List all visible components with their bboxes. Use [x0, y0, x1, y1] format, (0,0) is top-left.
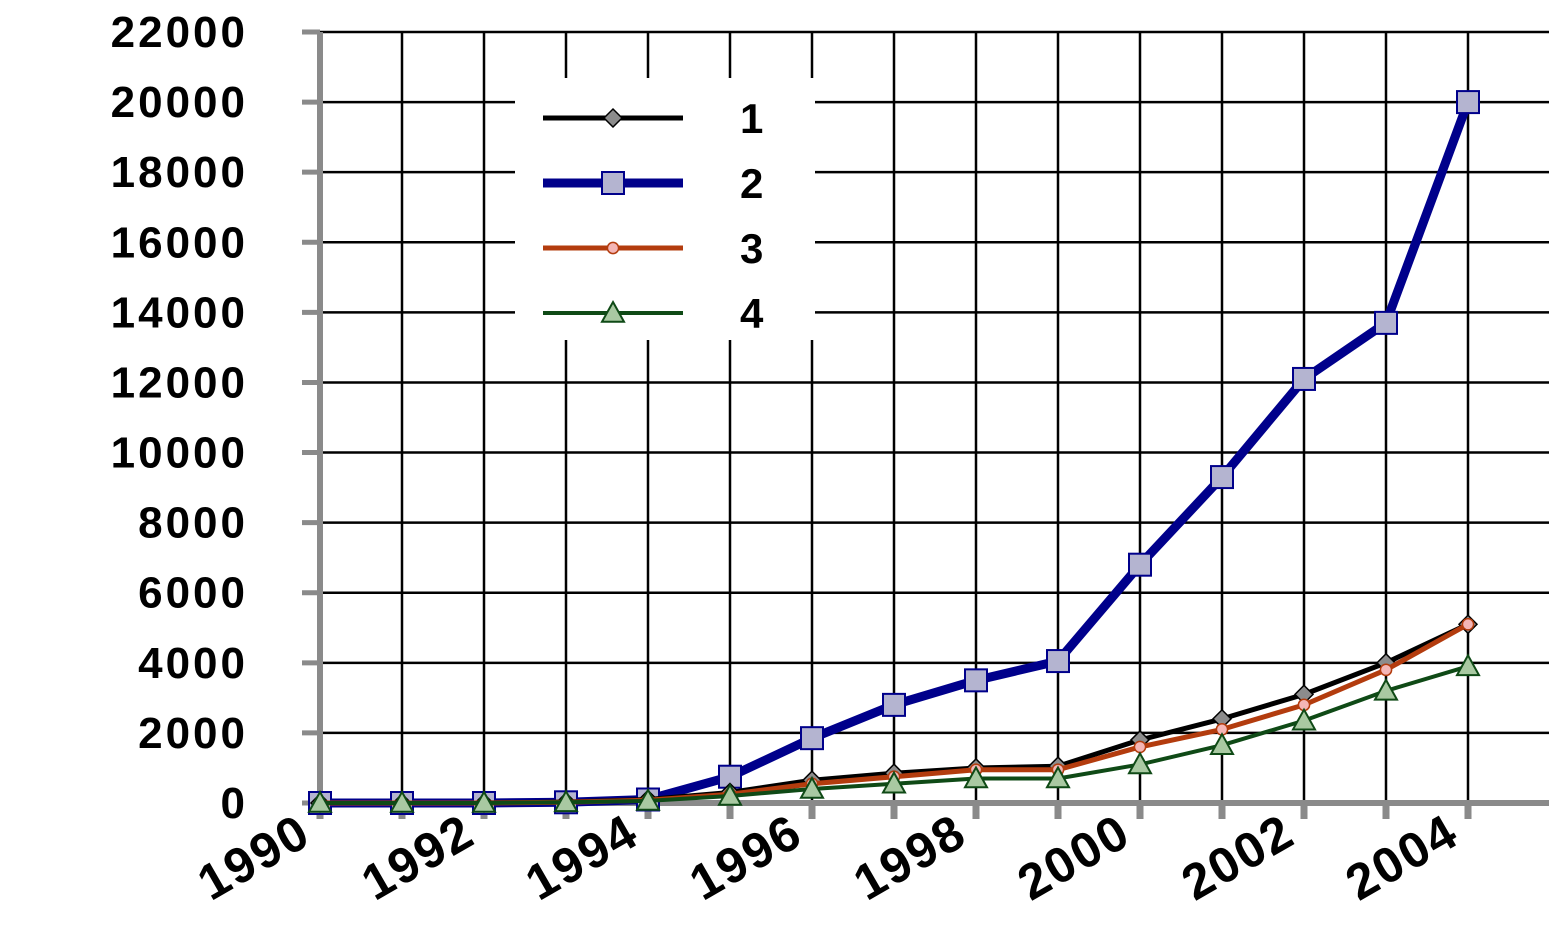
- x-tick-label: 1996: [680, 803, 811, 911]
- y-tick-label: 18000: [111, 148, 248, 197]
- series-2-point: [1374, 310, 1398, 335]
- series-3-point: [1379, 663, 1393, 677]
- legend-box: [515, 78, 815, 340]
- series-4-point: [553, 789, 579, 813]
- x-axis-tick-labels: 1990 1992 1994 1996 1998 2000 2002 2004: [188, 803, 1467, 911]
- series-3-point: [1461, 617, 1475, 631]
- legend-marker-1: [602, 107, 624, 129]
- series-2-point: [964, 668, 988, 693]
- series-4: [307, 653, 1481, 813]
- series-4-point: [799, 775, 825, 799]
- series-2-point: [800, 726, 824, 751]
- legend-label-1: 1: [740, 95, 763, 142]
- series-4-point: [1373, 677, 1399, 701]
- series-4-point: [635, 787, 661, 811]
- series-4-point: [1127, 751, 1153, 775]
- legend-label-3: 3: [740, 225, 763, 272]
- y-tick-label: 2000: [138, 709, 248, 758]
- y-tick-label: 20000: [111, 78, 248, 127]
- legend: 1 2 3 4: [515, 78, 815, 340]
- y-axis-tick-labels: 0 2000 4000 6000 8000 10000 12000 14000 16000 180…: [111, 8, 248, 828]
- legend-marker-3: [606, 241, 620, 255]
- series-2-point: [1456, 90, 1480, 115]
- y-tick-label: 6000: [138, 569, 248, 618]
- series-3-point: [1133, 740, 1147, 754]
- legend-marker-2: [601, 171, 625, 195]
- grid: [320, 30, 1549, 803]
- y-tick-label: 10000: [111, 429, 248, 478]
- x-tick-label: 2004: [1336, 803, 1467, 911]
- series-2-point: [1292, 366, 1316, 391]
- legend-marker-4: [600, 299, 626, 323]
- y-tick-label: 8000: [138, 499, 248, 548]
- series-4-point: [1045, 765, 1071, 789]
- series-4-point: [1291, 707, 1317, 731]
- series-4-point: [1455, 653, 1481, 677]
- x-tick-label: 2000: [1008, 803, 1139, 911]
- series-4-point: [963, 765, 989, 789]
- series-2-point: [882, 692, 906, 717]
- x-tick-label: 1994: [516, 803, 647, 911]
- y-tick-label: 12000: [111, 358, 248, 407]
- legend-label-2: 2: [740, 160, 763, 207]
- series-4-point: [471, 789, 497, 813]
- series-4-point: [389, 789, 415, 813]
- x-tick-label: 1992: [352, 803, 483, 911]
- series-4-point: [307, 789, 333, 813]
- series-4-point: [1209, 732, 1235, 755]
- series-2-point: [1128, 552, 1152, 577]
- y-tick-label: 14000: [111, 288, 248, 337]
- y-tick-label: 16000: [111, 218, 248, 267]
- series-4-point: [717, 782, 743, 806]
- x-tick-label: 1998: [844, 803, 975, 911]
- series-2-point: [1046, 649, 1070, 674]
- series-4-point: [881, 770, 907, 794]
- y-tick-label: 22000: [111, 8, 248, 57]
- series-layer: [307, 90, 1481, 815]
- y-tick-label: 0: [221, 779, 248, 828]
- x-tick-label: 2002: [1172, 803, 1303, 911]
- series-2-point: [1210, 465, 1234, 490]
- y-tick-label: 4000: [138, 639, 248, 688]
- legend-label-4: 4: [740, 290, 764, 337]
- x-tick-label: 1990: [188, 803, 319, 911]
